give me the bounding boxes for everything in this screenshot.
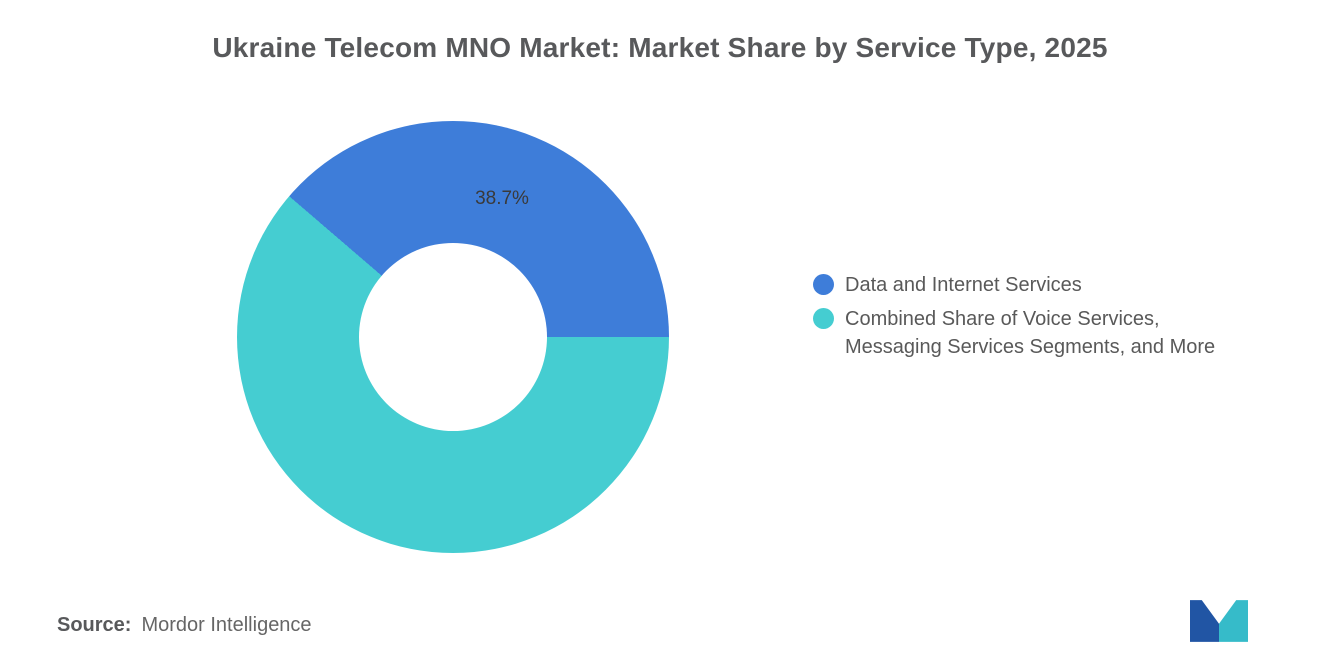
legend-item-data-internet: Data and Internet Services [813,271,1257,299]
legend-swatch-icon [813,274,834,295]
donut-chart: 38.7% [237,121,669,553]
mordor-intelligence-logo [1190,600,1248,642]
source-line: Source: Mordor Intelligence [57,614,312,637]
legend-item-label: Combined Share of Voice Services, Messag… [845,308,1216,358]
legend-item-voice-messaging: Combined Share of Voice Services, Messag… [813,305,1257,361]
legend: Data and Internet Services Combined Shar… [813,271,1257,361]
source-text: Mordor Intelligence [141,614,312,636]
legend-swatch-icon [813,308,834,329]
source-label: Source: [57,614,132,636]
page-title: Ukraine Telecom MNO Market: Market Share… [212,32,1108,63]
slice-data-label: 38.7% [475,188,529,209]
legend-item-label: Data and Internet Services [845,274,1082,296]
donut-hole [359,243,547,431]
